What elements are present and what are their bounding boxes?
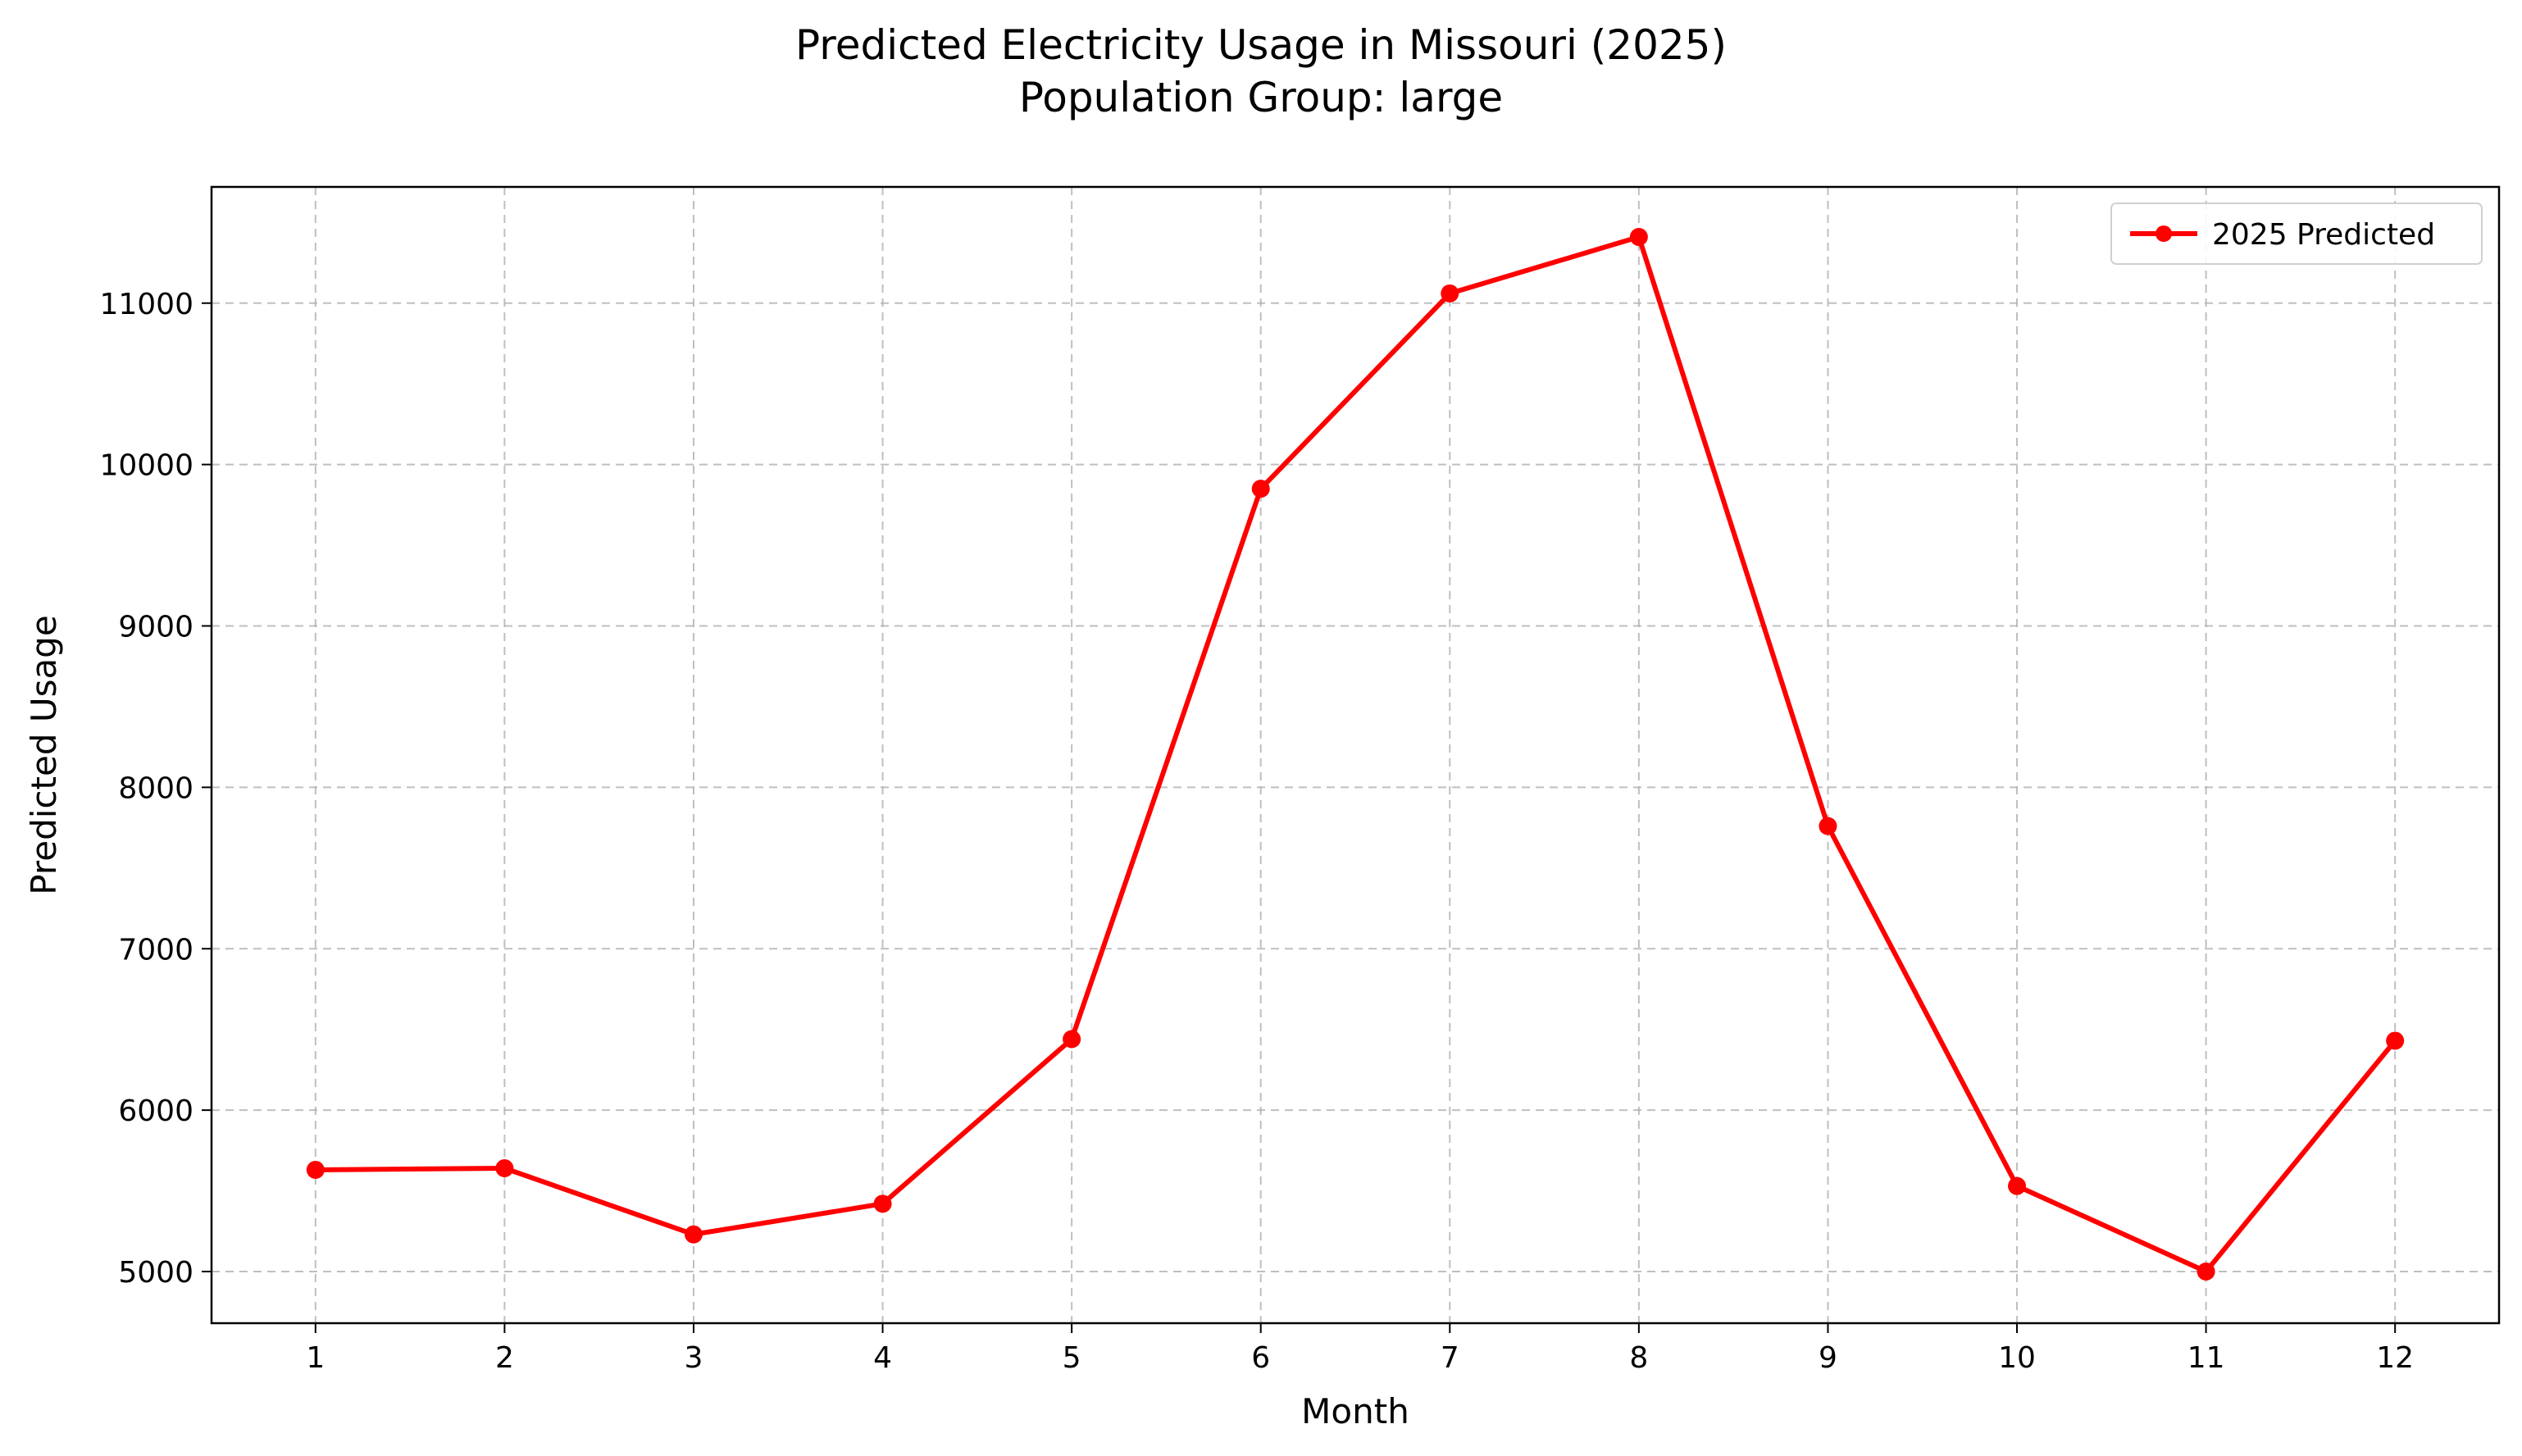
x-tick-label: 1: [306, 1341, 325, 1375]
data-point: [306, 1160, 325, 1179]
data-point: [684, 1225, 703, 1244]
x-tick-label: 9: [1819, 1341, 1837, 1375]
data-point: [873, 1194, 892, 1213]
series-line: [312, 234, 2398, 1274]
y-axis-label: Predicted Usage: [24, 615, 64, 894]
y-tick-label: 7000: [118, 933, 193, 967]
y-tick-label: 6000: [118, 1094, 193, 1128]
data-point: [495, 1159, 514, 1177]
plot-area: [212, 187, 2499, 1323]
data-point: [2008, 1176, 2027, 1195]
legend-label: 2025 Predicted: [2212, 218, 2435, 252]
axis-ticks: 1 2 3 4 5 6 7 8 9 10 11 125000600070008000900010000…: [99, 288, 2414, 1375]
y-tick-label: 9000: [118, 611, 193, 644]
legend: 2025 Predicted: [2110, 202, 2483, 265]
data-point: [2197, 1263, 2215, 1281]
x-tick-label: 3: [685, 1341, 703, 1375]
x-tick-label: 11: [2187, 1341, 2225, 1375]
y-tick-label: 5000: [118, 1256, 193, 1290]
data-point: [1441, 284, 1459, 303]
y-tick-label: 8000: [118, 771, 193, 805]
x-tick-label: 7: [1441, 1341, 1459, 1375]
x-tick-label: 2: [495, 1341, 514, 1375]
data-point: [1063, 1030, 1081, 1049]
x-axis-label: Month: [1301, 1391, 1409, 1431]
grid-lines: [212, 187, 2499, 1323]
data-point: [1819, 817, 1837, 835]
x-tick-label: 6: [1251, 1341, 1270, 1375]
data-point: [2386, 1031, 2405, 1050]
x-tick-label: 12: [2376, 1341, 2414, 1375]
chart-subtitle: Population Group: large: [1019, 74, 1503, 121]
x-tick-label: 5: [1063, 1341, 1081, 1375]
chart-title: Predicted Electricity Usage in Missouri …: [795, 21, 1727, 69]
axes-frame: [210, 185, 2501, 1325]
data-point: [1629, 228, 1648, 247]
legend-marker-swatch: [2156, 225, 2172, 242]
data-series: [306, 228, 2405, 1281]
data-point: [1251, 480, 1270, 498]
y-tick-label: 10000: [99, 449, 193, 483]
y-tick-label: 11000: [99, 288, 193, 321]
x-tick-label: 4: [873, 1341, 892, 1375]
legend-box: [2110, 202, 2483, 265]
x-tick-label: 10: [1998, 1341, 2036, 1375]
x-tick-label: 8: [1629, 1341, 1648, 1375]
